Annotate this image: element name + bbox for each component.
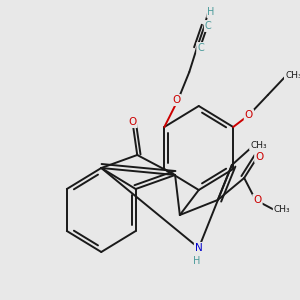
Text: O: O [128,117,136,127]
Text: O: O [253,195,262,205]
Text: CH₃: CH₃ [285,71,300,80]
Text: C: C [197,43,204,53]
Text: CH₃: CH₃ [274,206,290,214]
Text: H: H [193,256,201,266]
Text: O: O [255,152,263,162]
Text: C: C [205,21,211,31]
Text: O: O [245,110,253,120]
Text: CH₃: CH₃ [250,140,267,149]
Text: N: N [195,243,202,253]
Text: H: H [207,7,215,17]
Text: O: O [172,95,180,105]
